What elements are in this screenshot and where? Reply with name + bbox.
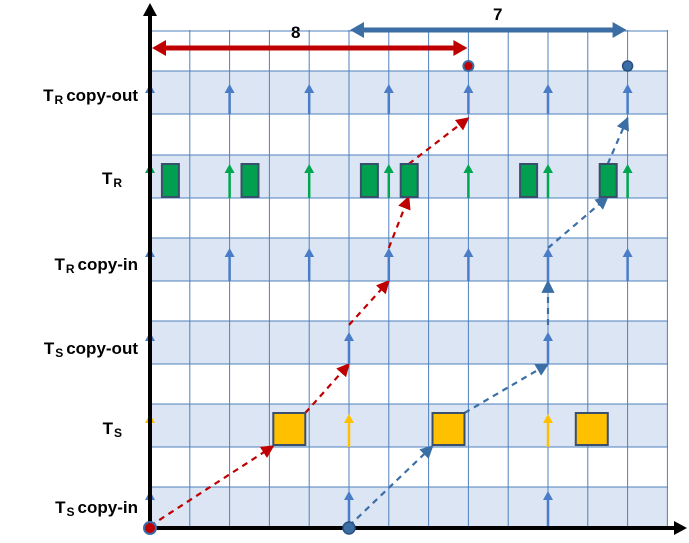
ts-task-box [431, 412, 466, 446]
tr-start-arrow [543, 164, 553, 173]
blue-dependency-path [463, 363, 550, 414]
ts-start-arrow [344, 414, 354, 423]
dependency-paths [149, 116, 629, 527]
copy-out-ts-arrow [344, 332, 354, 341]
row-label-ts: TS [0, 419, 125, 440]
tr-task-box [359, 163, 379, 198]
x-axis-arrowhead [674, 521, 687, 535]
copy-in-tr-arrow [383, 248, 394, 257]
row-label-main: T [43, 86, 54, 105]
band-tr-copy-in [150, 238, 668, 281]
tr-start-arrow [463, 164, 474, 173]
copy-in-tr-arrow [463, 248, 474, 257]
band-ts-copy-out [150, 321, 668, 364]
row-label-tr: TR [0, 169, 125, 190]
y-axis-arrowhead [143, 3, 157, 16]
row-label-main: T [55, 498, 66, 517]
tr-start-arrow [224, 164, 235, 173]
copy-out-ts-arrow [543, 332, 553, 341]
copy-in-ts-arrow [344, 491, 354, 500]
tr-task-box [519, 163, 539, 198]
blue-dependency-path [547, 196, 609, 249]
row-bands [150, 71, 668, 526]
axes [143, 3, 687, 535]
tr-start-arrow [622, 164, 633, 173]
row-label-suffix: copy-out [66, 339, 138, 358]
copy-in-ts-arrow [543, 491, 553, 500]
row-label-suffix: copy-in [77, 498, 138, 517]
copy-out-tr-arrow [463, 84, 474, 93]
copy-in-tr-arrow [304, 248, 315, 257]
row-label-suffix: copy-out [66, 86, 138, 105]
row-label-ts-copy-out: TS copy-out [0, 339, 138, 360]
red-end-marker [462, 60, 475, 72]
blue-latency-span-right-head [612, 22, 627, 38]
task-boxes [160, 163, 618, 446]
tr-start-arrow [383, 164, 394, 173]
red-span-label: 8 [291, 23, 301, 42]
row-label-tr-copy-out: TR copy-out [0, 86, 138, 107]
row-label-sub: S [55, 346, 64, 360]
row-label-main: T [43, 339, 55, 358]
row-label-suffix: copy-in [77, 255, 138, 274]
row-label-main: T [101, 169, 113, 188]
red-dependency-path [348, 280, 390, 326]
copy-out-tr-arrow [304, 84, 315, 93]
row-label-ts-copy-in: TS copy-in [0, 498, 138, 519]
ts-task-box [574, 412, 609, 446]
ts-start-arrow [543, 414, 553, 423]
blue-dependency-path [348, 445, 434, 527]
blue-end-marker [621, 60, 634, 72]
latency-spans [143, 22, 634, 535]
red-latency-span-left-head [152, 40, 166, 56]
blue-dependency-path [606, 116, 629, 165]
blue-span-label: 7 [493, 5, 503, 24]
red-start-marker [143, 521, 157, 535]
row-label-main: T [102, 419, 113, 438]
copy-out-tr-arrow [622, 84, 633, 93]
row-label-sub: S [66, 505, 75, 519]
copy-out-tr-arrow [383, 84, 394, 93]
copy-in-tr-arrow [224, 248, 235, 257]
tr-task-box [240, 163, 260, 198]
red-latency-span-right-head [453, 40, 468, 56]
red-dependency-path [149, 445, 275, 527]
row-label-sub: S [113, 426, 122, 440]
row-label-main: T [54, 255, 65, 274]
copy-in-tr-arrow [543, 248, 553, 257]
band-ts-copy-in [150, 487, 668, 526]
tr-task-box [598, 163, 618, 198]
row-label-sub: R [113, 176, 122, 190]
row-label-sub: R [54, 93, 64, 107]
tr-task-box [160, 163, 180, 198]
red-dependency-path [408, 117, 470, 165]
red-dependency-path [387, 195, 411, 249]
blue-start-marker [342, 521, 356, 535]
tr-start-arrow [304, 164, 315, 173]
ts-task-box [272, 412, 307, 446]
blue-latency-span-left-head [350, 22, 364, 38]
copy-in-tr-arrow [622, 248, 633, 257]
row-label-tr-copy-in: TR copy-in [0, 255, 138, 276]
copy-out-tr-arrow [224, 84, 235, 93]
band-tr-copy-out [150, 71, 668, 114]
tr-task-box [399, 163, 419, 198]
copy-out-tr-arrow [543, 84, 553, 93]
row-label-sub: R [65, 262, 75, 276]
